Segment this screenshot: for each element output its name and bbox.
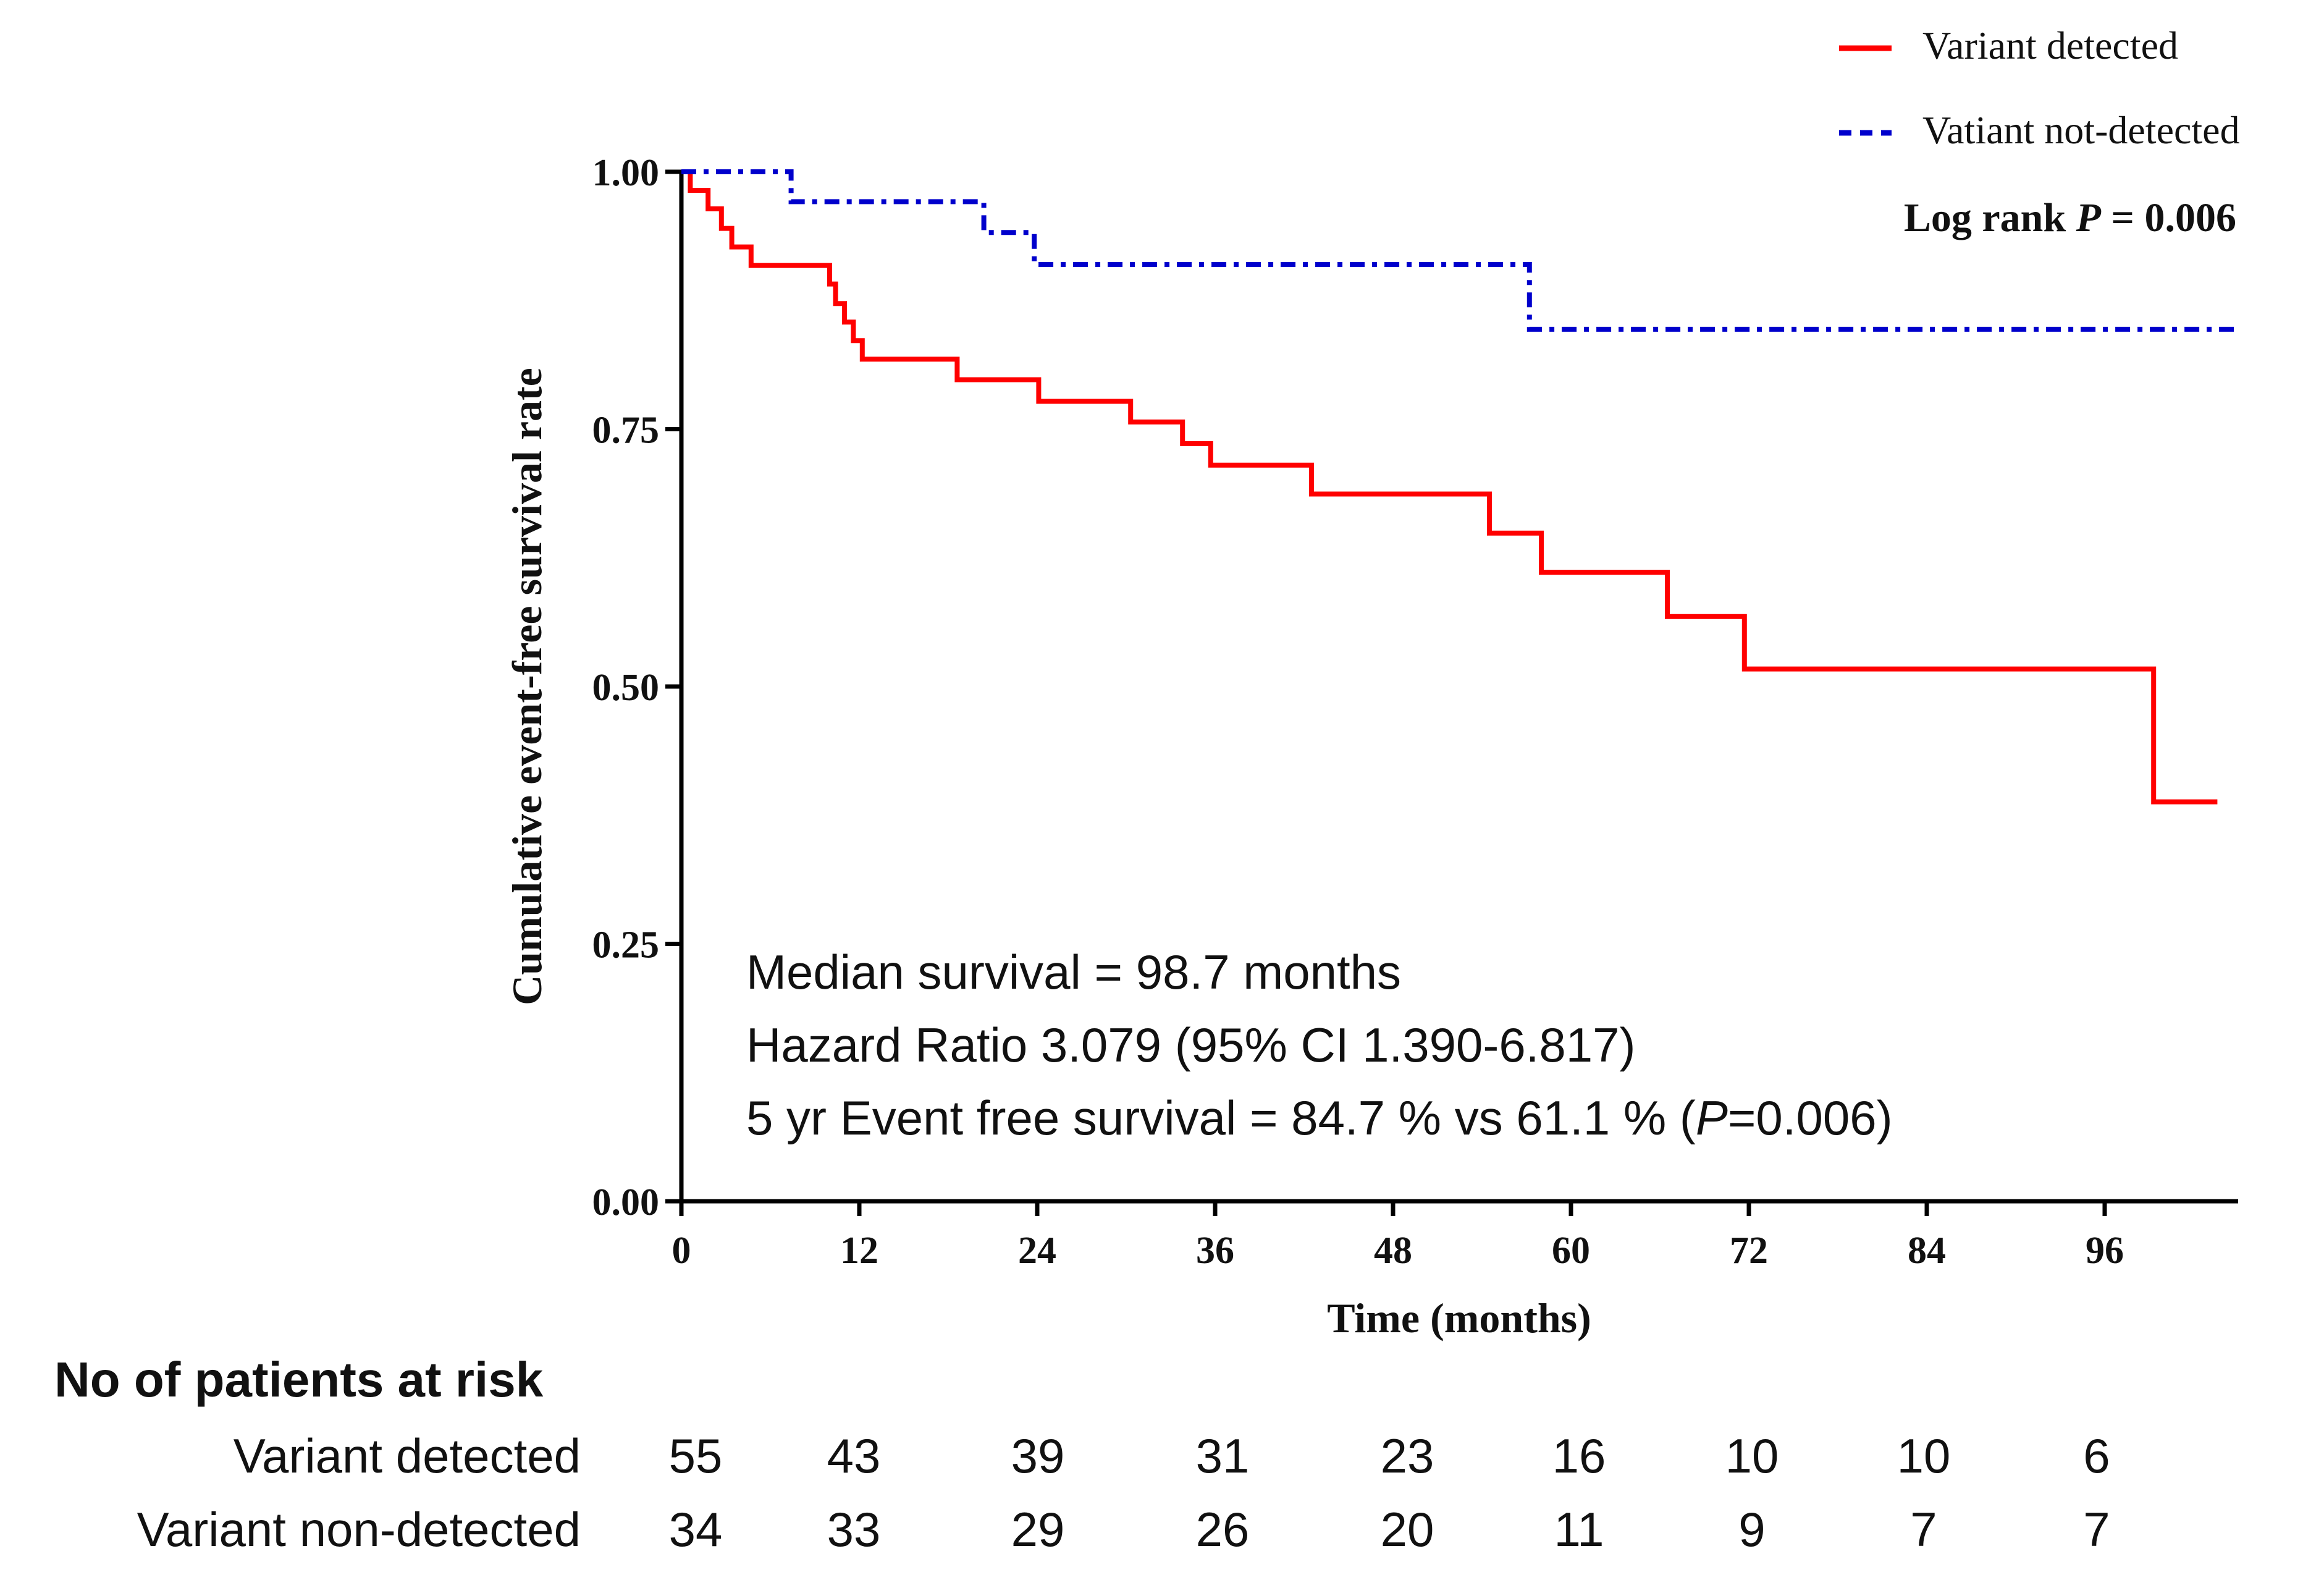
legend: Variant detected Vatiant not-detected xyxy=(1839,23,2240,152)
efs-prefix: 5 yr Event free survival = 84.7 % vs 61.… xyxy=(746,1091,1696,1145)
y-ticks: 0.00 0.25 0.50 0.75 1.00 xyxy=(592,152,681,1223)
efs-p: P xyxy=(1696,1091,1728,1145)
x-tick-label: 84 xyxy=(1908,1230,1946,1272)
x-tick-label: 96 xyxy=(2086,1230,2124,1272)
log-rank-value: = 0.006 xyxy=(2101,195,2236,240)
risk-cell: 7 xyxy=(1910,1502,1937,1557)
risk-cell: 16 xyxy=(1552,1429,1606,1483)
risk-cell: 26 xyxy=(1196,1502,1250,1557)
y-tick-label: 0.50 xyxy=(592,667,660,709)
risk-cell: 9 xyxy=(1738,1502,1765,1557)
x-tick-label: 12 xyxy=(840,1230,878,1272)
risk-cell: 43 xyxy=(827,1429,881,1483)
risk-cell: 6 xyxy=(2083,1429,2110,1483)
risk-cell: 10 xyxy=(1897,1429,1951,1483)
series-line-variant-detected xyxy=(681,169,2218,805)
log-rank-annotation: Log rank P = 0.006 xyxy=(1904,195,2236,240)
risk-cell: 11 xyxy=(1554,1502,1604,1557)
y-tick-label: 0.00 xyxy=(592,1181,660,1223)
log-rank-prefix: Log rank xyxy=(1904,195,2076,240)
series-layer xyxy=(681,169,2236,805)
risk-cell: 29 xyxy=(1011,1502,1065,1557)
legend-label-variant-not-detected: Vatiant not-detected xyxy=(1922,108,2240,152)
x-axis-label: Time (months) xyxy=(1327,1295,1591,1342)
legend-label-variant-detected: Variant detected xyxy=(1922,23,2178,67)
risk-cell: 55 xyxy=(669,1429,723,1483)
y-tick-label: 0.75 xyxy=(592,410,660,452)
risk-cell: 39 xyxy=(1011,1429,1065,1483)
risk-row-label: Variant non-detected xyxy=(137,1502,581,1557)
risk-cell: 34 xyxy=(669,1502,723,1557)
risk-cell: 23 xyxy=(1381,1429,1434,1483)
x-tick-label: 72 xyxy=(1730,1230,1768,1272)
y-tick-label: 1.00 xyxy=(592,152,660,194)
risk-table: Variant detected 55 43 39 31 23 16 10 10 6 Variant… xyxy=(137,1429,2110,1557)
x-tick-label: 36 xyxy=(1196,1230,1234,1272)
event-free-survival-text: 5 yr Event free survival = 84.7 % vs 61.… xyxy=(746,1091,1893,1145)
x-tick-label: 0 xyxy=(672,1230,691,1272)
risk-cell: 31 xyxy=(1196,1429,1250,1483)
y-tick-label: 0.25 xyxy=(592,924,660,966)
risk-table-title: No of patients at risk xyxy=(54,1352,544,1407)
x-tick-label: 48 xyxy=(1374,1230,1412,1272)
log-rank-p: P xyxy=(2076,195,2102,240)
risk-cell: 7 xyxy=(2083,1502,2110,1557)
median-survival-text: Median survival = 98.7 months xyxy=(746,945,1401,999)
risk-row-label: Variant detected xyxy=(234,1429,581,1483)
x-tick-label: 60 xyxy=(1552,1230,1590,1272)
x-ticks: 0 12 24 36 48 60 72 84 96 xyxy=(672,1201,2124,1272)
risk-cell: 10 xyxy=(1725,1429,1779,1483)
risk-cell: 20 xyxy=(1381,1502,1434,1557)
y-axis-label: Cumulative event-free survival rate xyxy=(503,368,550,1005)
efs-suffix: =0.006) xyxy=(1728,1091,1893,1145)
risk-cell: 33 xyxy=(827,1502,881,1557)
series-line-variant-not-detected xyxy=(681,169,2236,332)
x-tick-label: 24 xyxy=(1018,1230,1056,1272)
hazard-ratio-text: Hazard Ratio 3.079 (95% CI 1.390-6.817) xyxy=(746,1018,1636,1072)
